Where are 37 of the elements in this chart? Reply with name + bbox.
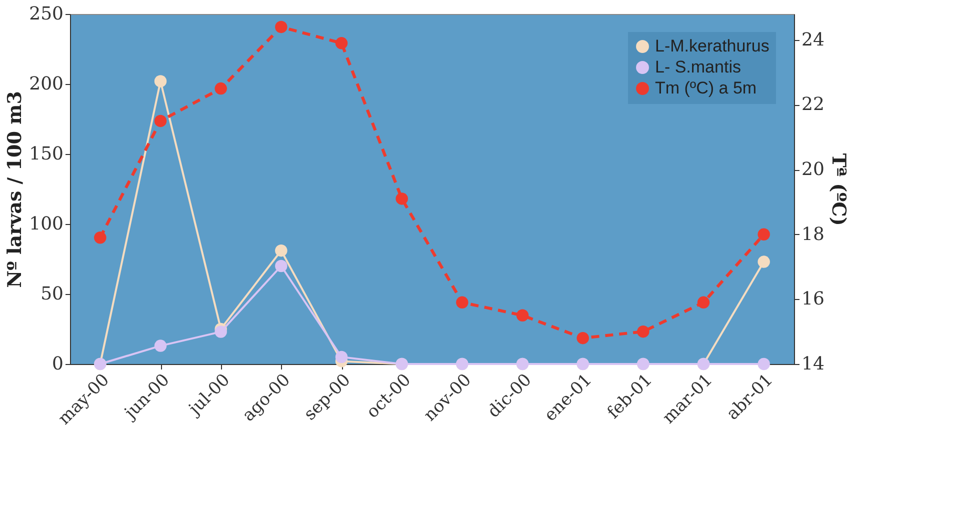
legend-label: Tm (ºC) a 5m bbox=[655, 78, 757, 98]
y-tick-label: 50 bbox=[40, 284, 64, 304]
point bbox=[758, 228, 770, 240]
y2-tick-label: 20 bbox=[802, 159, 824, 180]
point bbox=[335, 37, 348, 50]
y2-tick-label: 22 bbox=[802, 94, 824, 116]
y2-tick-label: 16 bbox=[802, 288, 824, 310]
y-axis-title: Nº larvas / 100 m3 bbox=[4, 91, 26, 288]
point bbox=[94, 232, 106, 244]
point bbox=[154, 75, 167, 88]
y-tick-label: 100 bbox=[29, 214, 64, 234]
y2-tick-label: 24 bbox=[802, 29, 824, 50]
point bbox=[275, 244, 288, 257]
point bbox=[275, 260, 288, 272]
point bbox=[335, 350, 348, 364]
point bbox=[637, 325, 650, 338]
y2-tick-label: 14 bbox=[802, 354, 824, 374]
point bbox=[154, 340, 167, 352]
point bbox=[154, 114, 167, 128]
legend-label: L-M.kerathurus bbox=[655, 36, 770, 56]
point bbox=[396, 192, 408, 205]
point bbox=[214, 82, 227, 95]
point bbox=[697, 296, 710, 309]
point bbox=[758, 358, 770, 370]
y2-tick-label: 18 bbox=[802, 224, 824, 245]
y-tick-label: 200 bbox=[29, 74, 64, 94]
point bbox=[576, 332, 589, 344]
point bbox=[758, 256, 770, 268]
point bbox=[516, 309, 529, 322]
y-tick-label: 250 bbox=[29, 4, 64, 24]
legend-label: L- S.mantis bbox=[655, 58, 741, 76]
y-tick-label: 150 bbox=[29, 144, 64, 164]
point bbox=[275, 20, 288, 34]
point bbox=[456, 296, 468, 309]
y-tick-label: 0 bbox=[52, 354, 64, 374]
point bbox=[214, 326, 227, 338]
y2-axis-title: Tª (ºC) bbox=[827, 153, 850, 226]
